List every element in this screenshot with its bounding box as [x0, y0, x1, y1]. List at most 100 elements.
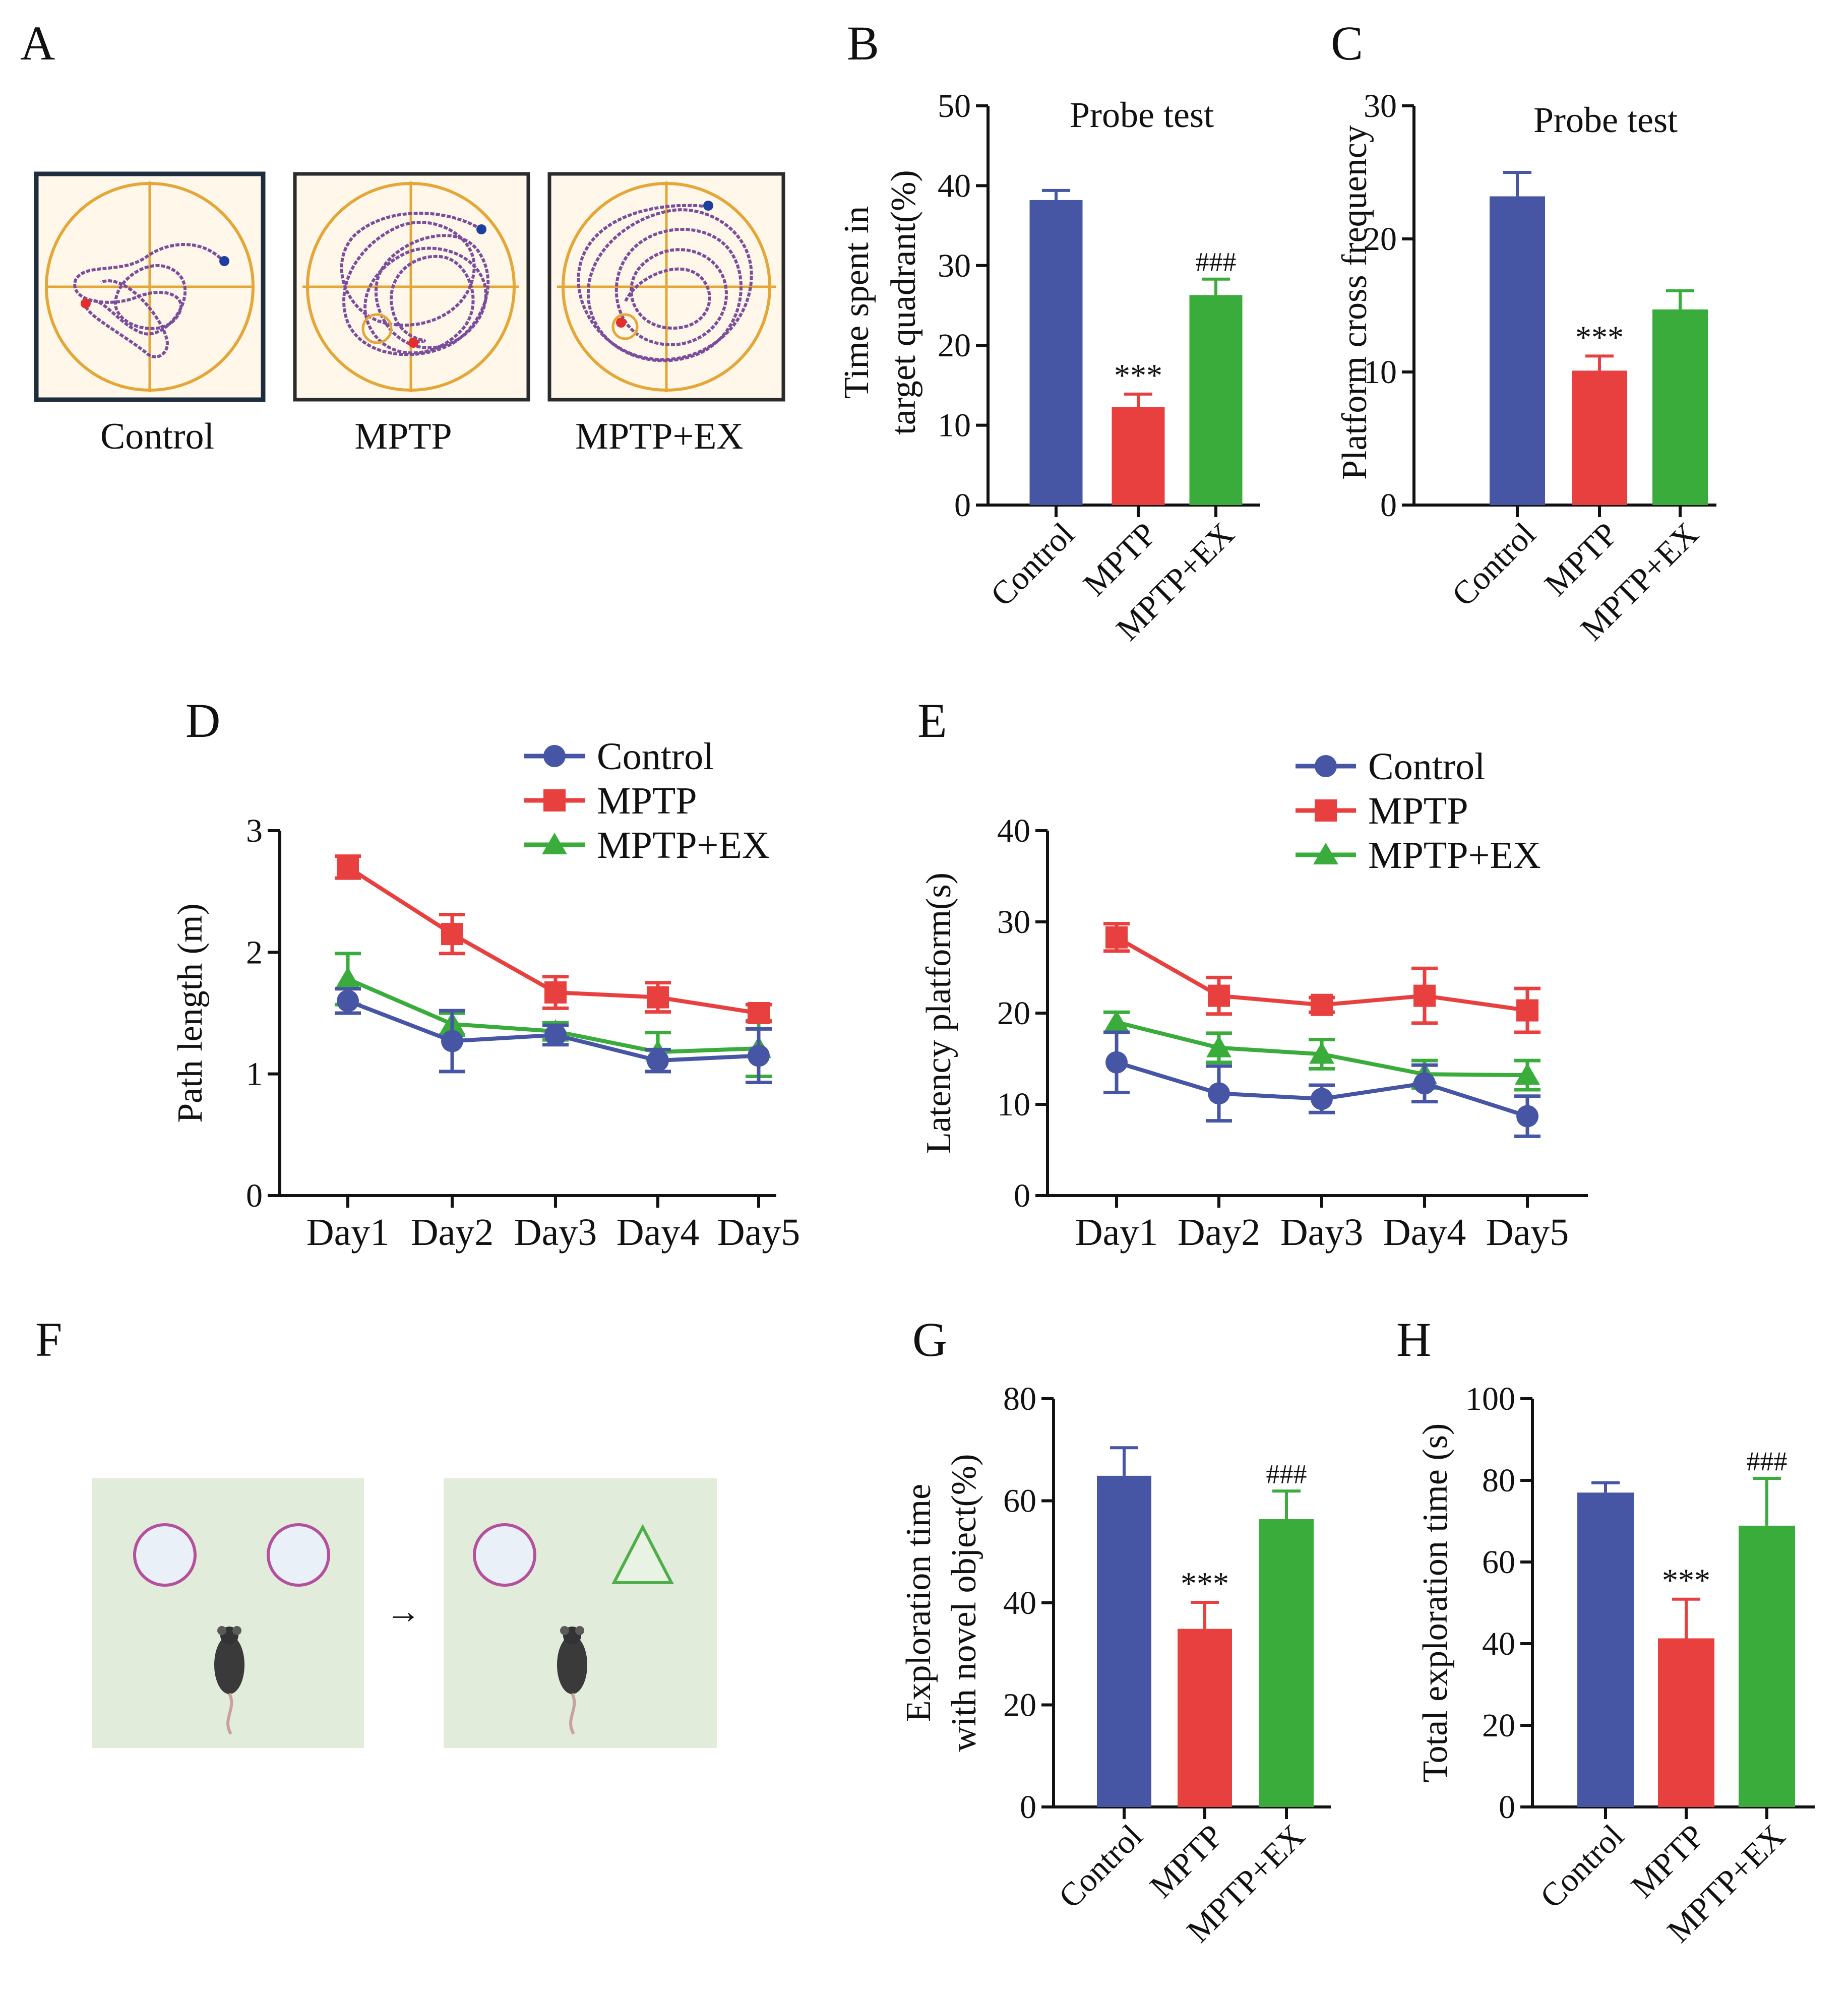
- legend-label: Control: [597, 735, 714, 778]
- legend-entry-mptp-ex: MPTP+EX: [524, 824, 770, 866]
- y-tick-label: 40: [997, 813, 1030, 849]
- series-control: [335, 987, 772, 1085]
- arrow-glyph: →: [386, 1592, 421, 1631]
- x-tick-label: Day2: [1178, 1211, 1261, 1254]
- panel-f-schematic: →: [92, 1478, 717, 1748]
- chart-title: Probe test: [1070, 95, 1214, 135]
- bar-mptp: [1112, 407, 1165, 505]
- series-mptp: [1103, 922, 1541, 1034]
- panel-a-track-control: [34, 171, 266, 402]
- significance-hash: ###: [1747, 1446, 1788, 1476]
- y-tick-label: 80: [1482, 1462, 1515, 1499]
- marker-square: [1208, 984, 1230, 1007]
- y-axis-title: target quadrant(%): [884, 170, 923, 434]
- marker-square: [1105, 926, 1128, 949]
- marker-square: [544, 981, 567, 1004]
- panel-letter-d: D: [186, 694, 220, 747]
- legend-label: MPTP: [597, 780, 697, 822]
- significance-stars: ***: [1181, 1566, 1229, 1601]
- y-tick-label: 20: [997, 995, 1030, 1032]
- bar-control: [1097, 1475, 1151, 1807]
- x-tick-label: Day3: [1280, 1211, 1364, 1254]
- y-axis-title: with novel object(%): [945, 1454, 983, 1752]
- bar-mptp-ex: [1739, 1525, 1795, 1807]
- significance-stars: ***: [1662, 1563, 1710, 1598]
- marker-circle: [647, 1049, 669, 1072]
- y-tick-label: 30: [1364, 88, 1397, 124]
- marker-circle: [1311, 1088, 1333, 1110]
- bar-control: [1490, 196, 1545, 505]
- marker-circle: [748, 1044, 770, 1067]
- significance-stars: ***: [1575, 319, 1624, 355]
- y-tick-label: 0: [1020, 1789, 1036, 1826]
- x-tick-label: Day3: [514, 1211, 597, 1254]
- x-tick-label: Day5: [1486, 1211, 1569, 1254]
- bar-mptp: [1572, 370, 1627, 505]
- mouse-icon: [557, 1626, 587, 1735]
- marker-square: [1413, 984, 1436, 1007]
- series-mptp: [335, 854, 772, 1024]
- x-tick-label: Day4: [617, 1211, 700, 1254]
- legend-entry-mptp: MPTP: [524, 780, 697, 822]
- marker-square: [441, 923, 463, 946]
- y-tick-label: 100: [1465, 1381, 1515, 1417]
- marker-circle: [1105, 1051, 1128, 1074]
- bar-control: [1029, 200, 1083, 505]
- marker-circle: [544, 1024, 567, 1046]
- significance-hash: ###: [1266, 1459, 1307, 1489]
- panel-letter-e: E: [917, 694, 947, 747]
- panel-a-caption-mptp-ex: MPTP+EX: [575, 416, 744, 457]
- marker-circle: [543, 745, 566, 767]
- triangle-object-icon: [611, 1524, 674, 1584]
- y-axis-title: Exploration time: [899, 1484, 938, 1722]
- marker-square: [1311, 993, 1333, 1016]
- legend-label: Control: [1368, 745, 1485, 788]
- marker-triangle: [1104, 1010, 1129, 1032]
- marker-circle: [1208, 1082, 1230, 1105]
- panel-letter-f: F: [35, 1313, 62, 1366]
- y-tick-label: 40: [1003, 1585, 1036, 1621]
- y-tick-label: 10: [1364, 354, 1397, 391]
- panel-letter-h: H: [1396, 1313, 1431, 1366]
- y-tick-label: 10: [997, 1086, 1030, 1123]
- x-tick-label: Day4: [1383, 1211, 1466, 1254]
- x-tick-label: Day1: [1075, 1211, 1158, 1254]
- marker-triangle: [1313, 843, 1338, 864]
- y-tick-label: 60: [1482, 1544, 1515, 1581]
- y-axis-title: Total exploration time (s): [1416, 1423, 1455, 1782]
- y-axis-title: Latency platform(s): [919, 872, 958, 1154]
- marker-square: [1516, 999, 1538, 1022]
- y-tick-label: 50: [938, 88, 971, 124]
- significance-stars: ***: [1114, 357, 1162, 393]
- panel-letter-g: G: [912, 1313, 947, 1366]
- legend-entry-control: Control: [524, 735, 714, 778]
- legend-entry-control: Control: [1296, 745, 1485, 788]
- y-tick-label: 10: [938, 407, 971, 444]
- bar-mptp-ex: [1189, 295, 1243, 505]
- marker-triangle: [335, 967, 360, 989]
- y-axis-title: Platform cross frequency: [1335, 125, 1374, 480]
- bar-mptp-ex: [1652, 309, 1708, 505]
- marker-triangle: [542, 833, 567, 854]
- marker-circle: [441, 1030, 463, 1052]
- y-tick-label: 0: [1499, 1789, 1515, 1826]
- bar-mptp: [1658, 1638, 1714, 1807]
- y-tick-label: 0: [1380, 487, 1397, 524]
- chart-d-path-length: 0 1 2 3 Day1 Day2 Day3 Day4 Day5 ControlMPTPMPTP+…: [171, 735, 800, 1254]
- panel-letter-a: A: [20, 16, 55, 70]
- y-tick-label: 20: [1003, 1687, 1036, 1724]
- marker-square: [647, 986, 669, 1009]
- panel-a-caption-control: Control: [100, 416, 214, 457]
- marker-circle: [1315, 755, 1337, 777]
- y-tick-label: 3: [246, 813, 263, 849]
- x-tick-label: Day2: [411, 1211, 494, 1254]
- bar-mptp-ex: [1259, 1519, 1314, 1807]
- marker-circle: [1413, 1072, 1436, 1095]
- y-tick-label: 20: [938, 327, 971, 364]
- bar-mptp: [1178, 1629, 1232, 1807]
- y-tick-label: 20: [1482, 1707, 1515, 1744]
- panel-a-track-mptp-ex: [547, 172, 785, 402]
- series-control: [1103, 1030, 1541, 1138]
